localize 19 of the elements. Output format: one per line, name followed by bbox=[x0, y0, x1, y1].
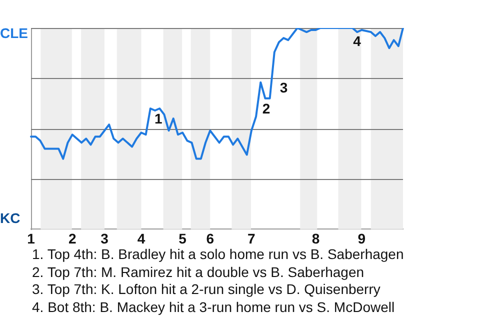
annotation: 2 bbox=[262, 100, 270, 116]
x-tick-label: 6 bbox=[206, 230, 214, 246]
x-tick-label: 8 bbox=[312, 230, 320, 246]
x-tick-label: 7 bbox=[248, 230, 256, 246]
x-tick-label: 5 bbox=[178, 230, 187, 246]
x-tick-label: 3 bbox=[100, 230, 109, 246]
annotation: 1 bbox=[154, 110, 163, 126]
text: 1. Top 4th: B. Bradley hit a solo home run vs B. Saberhagen bbox=[32, 246, 404, 264]
x-tick-label: 2 bbox=[68, 230, 76, 246]
annotation: 4 bbox=[353, 32, 362, 49]
x-tick-label: 9 bbox=[358, 230, 366, 246]
text: 3. Top 7th: K. Lofton hit a 2-run single vs D. Quisenberry bbox=[32, 281, 382, 298]
text: 4. Bot 8th: B. Mackey hit a 3-run home run vs S. McDowell bbox=[32, 298, 396, 316]
text: CLE bbox=[0, 25, 29, 41]
x-tick-label: 1 bbox=[27, 230, 36, 246]
text: 2. Top 7th: M. Ramirez hit a double vs B. Saberhagen bbox=[32, 264, 366, 281]
text: KC bbox=[0, 210, 22, 226]
x-tick-label: 4 bbox=[137, 230, 146, 246]
annotation: 3 bbox=[280, 79, 288, 96]
